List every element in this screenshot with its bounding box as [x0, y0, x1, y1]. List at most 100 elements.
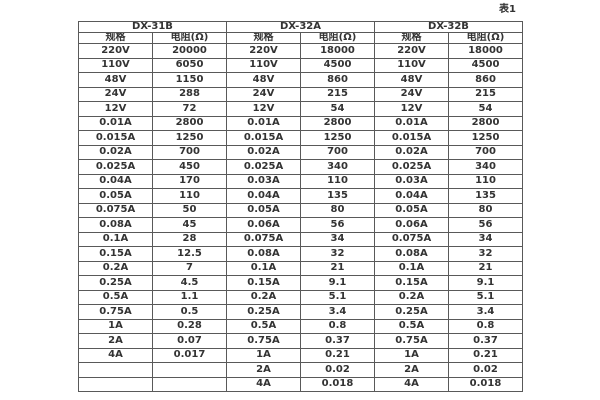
table-row: 12V 72 12V 54 12V 54	[78, 101, 523, 117]
spec-cell: 0.25A	[226, 304, 301, 320]
spec-cell: 24V	[374, 86, 449, 102]
resistance-cell: 0.018	[300, 376, 375, 392]
table-row: 0.025A 450 0.025A 340 0.025A 340	[78, 159, 523, 175]
table-row: 4A 0.018 4A 0.018	[78, 376, 523, 392]
spec-cell: 0.1A	[78, 231, 153, 247]
spec-cell: 12V	[374, 101, 449, 117]
resistance-cell: 860	[448, 72, 523, 88]
spec-cell: 0.2A	[226, 289, 301, 305]
spec-cell	[78, 376, 153, 392]
spec-cell: 2A	[226, 362, 301, 378]
table-row: 0.05A 110 0.04A 135 0.04A 135	[78, 188, 523, 204]
resistance-cell: 3.4	[300, 304, 375, 320]
resistance-cell: 4.5	[152, 275, 227, 291]
spec-cell: 0.04A	[374, 188, 449, 204]
resistance-cell: 1250	[152, 130, 227, 146]
spec-cell: 1A	[226, 347, 301, 363]
resistance-cell: 1.1	[152, 289, 227, 305]
spec-cell: 12V	[78, 101, 153, 117]
resistance-cell: 0.07	[152, 333, 227, 349]
resistance-cell: 7	[152, 260, 227, 276]
resistance-cell: 340	[448, 159, 523, 175]
spec-cell: 2A	[78, 333, 153, 349]
resistance-header: 电阻(Ω)	[152, 32, 227, 44]
group-header-dx-31b: DX-31B	[78, 21, 227, 33]
table-row: 24V 288 24V 215 24V 215	[78, 86, 523, 102]
resistance-cell: 0.21	[448, 347, 523, 363]
resistance-cell: 0.02	[448, 362, 523, 378]
spec-cell: 0.015A	[374, 130, 449, 146]
spec-cell: 0.02A	[78, 144, 153, 160]
resistance-cell: 34	[300, 231, 375, 247]
resistance-cell: 1150	[152, 72, 227, 88]
table-row: 48V 1150 48V 860 48V 860	[78, 72, 523, 88]
spec-cell: 0.01A	[78, 115, 153, 131]
resistance-cell: 9.1	[448, 275, 523, 291]
resistance-cell: 0.37	[448, 333, 523, 349]
spec-cell: 0.08A	[226, 246, 301, 262]
spec-cell: 48V	[374, 72, 449, 88]
table-row: 220V 20000 220V 18000 220V 18000	[78, 43, 523, 59]
table-row: 0.5A 1.1 0.2A 5.1 0.2A 5.1	[78, 289, 523, 305]
spec-cell: 0.15A	[78, 246, 153, 262]
resistance-cell: 0.017	[152, 347, 227, 363]
resistance-cell: 56	[448, 217, 523, 233]
spec-cell: 0.075A	[374, 231, 449, 247]
spec-cell: 0.02A	[226, 144, 301, 160]
resistance-cell: 32	[448, 246, 523, 262]
spec-cell: 0.02A	[374, 144, 449, 160]
spec-cell: 0.03A	[226, 173, 301, 189]
spec-cell: 4A	[226, 376, 301, 392]
spec-cell: 0.025A	[226, 159, 301, 175]
spec-cell: 48V	[78, 72, 153, 88]
group-header-dx-32b: DX-32B	[374, 21, 523, 33]
column-header-row: 规格 电阻(Ω) 规格 电阻(Ω) 规格 电阻(Ω)	[78, 32, 523, 44]
spec-cell: 1A	[374, 347, 449, 363]
table-row: 0.02A 700 0.02A 700 0.02A 700	[78, 144, 523, 160]
resistance-cell: 135	[448, 188, 523, 204]
table-header: DX-31B DX-32A DX-32B 规格 电阻(Ω) 规格 电阻(Ω) 规…	[78, 21, 523, 44]
resistance-cell: 700	[300, 144, 375, 160]
resistance-cell: 135	[300, 188, 375, 204]
resistance-cell: 50	[152, 202, 227, 218]
spec-cell: 0.015A	[226, 130, 301, 146]
spec-cell: 110V	[374, 57, 449, 73]
table-row: 0.04A 170 0.03A 110 0.03A 110	[78, 173, 523, 189]
resistance-cell: 288	[152, 86, 227, 102]
resistance-cell: 215	[448, 86, 523, 102]
spec-cell	[78, 362, 153, 378]
spec-cell: 0.01A	[374, 115, 449, 131]
resistance-cell: 5.1	[300, 289, 375, 305]
table-row: 4A 0.017 1A 0.21 1A 0.21	[78, 347, 523, 363]
table-row: 0.015A 1250 0.015A 1250 0.015A 1250	[78, 130, 523, 146]
resistance-cell: 450	[152, 159, 227, 175]
spec-cell: 0.5A	[78, 289, 153, 305]
resistance-cell: 700	[152, 144, 227, 160]
spec-cell: 0.5A	[374, 318, 449, 334]
spec-cell: 110V	[78, 57, 153, 73]
spec-cell: 0.03A	[374, 173, 449, 189]
table-body: 220V 20000 220V 18000 220V 18000 110V 6050 110V 4…	[78, 43, 523, 392]
spec-header: 规格	[374, 32, 449, 44]
spec-cell: 0.15A	[374, 275, 449, 291]
spec-cell: 2A	[374, 362, 449, 378]
resistance-cell: 54	[448, 101, 523, 117]
spec-cell: 4A	[374, 376, 449, 392]
table-row: 0.1A 28 0.075A 34 0.075A 34	[78, 231, 523, 247]
spec-cell: 0.25A	[78, 275, 153, 291]
spec-cell: 0.25A	[374, 304, 449, 320]
resistance-cell: 72	[152, 101, 227, 117]
table-caption: 表1	[499, 4, 516, 15]
spec-cell: 0.75A	[226, 333, 301, 349]
table-row: 2A 0.02 2A 0.02	[78, 362, 523, 378]
resistance-cell: 18000	[448, 43, 523, 59]
spec-cell: 110V	[226, 57, 301, 73]
spec-cell: 0.05A	[78, 188, 153, 204]
spec-cell: 220V	[78, 43, 153, 59]
spec-cell: 0.08A	[374, 246, 449, 262]
spec-cell: 0.05A	[226, 202, 301, 218]
resistance-cell: 3.4	[448, 304, 523, 320]
resistance-cell: 170	[152, 173, 227, 189]
spec-header: 规格	[226, 32, 301, 44]
